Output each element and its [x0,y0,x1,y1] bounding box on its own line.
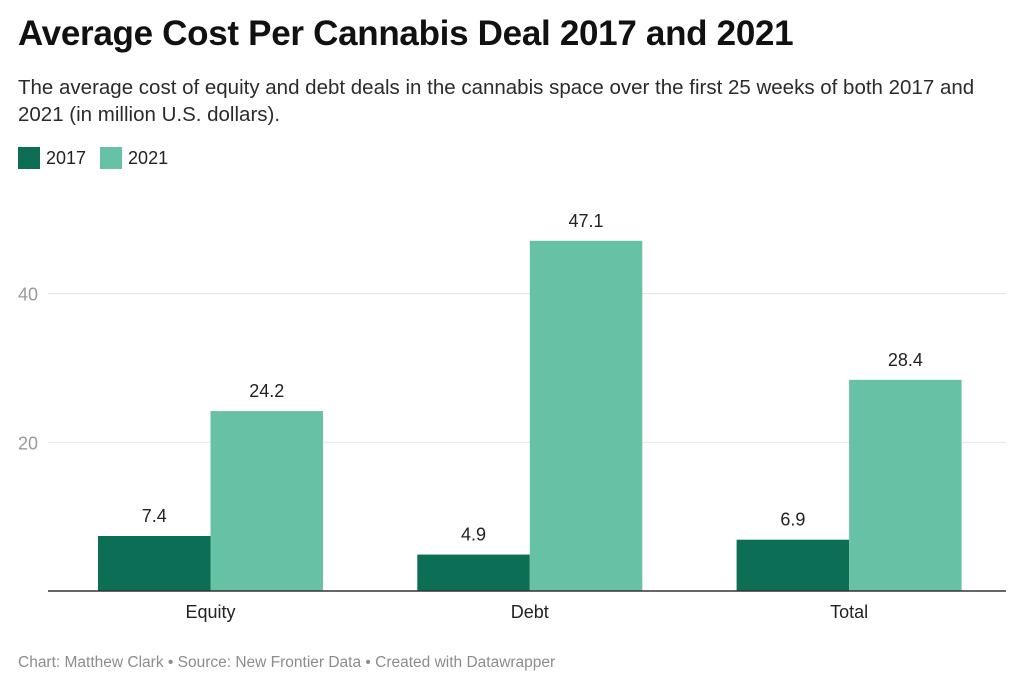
x-tick-label-total: Total [830,602,868,622]
legend: 2017 2021 [18,147,182,169]
y-tick-label-40: 40 [18,285,38,305]
legend-label-2017: 2017 [46,147,87,168]
y-tick-label-20: 20 [18,433,38,453]
data-label-equity-2017: 7.4 [142,506,167,526]
legend-item-2021: 2021 [100,147,168,169]
bar-total-2017 [736,539,850,591]
chart-footer: Chart: Matthew Clark • Source: New Front… [18,654,556,671]
chart-title: Average Cost Per Cannabis Deal 2017 and … [18,14,794,53]
bar-equity-2017 [98,535,211,591]
data-label-debt-2017: 4.9 [461,525,486,545]
legend-swatch-2017 [18,147,40,169]
legend-label-2021: 2021 [128,147,169,168]
bar-total-2021 [849,379,962,591]
data-label-total-2021: 28.4 [888,350,923,370]
legend-item-2017: 2017 [18,147,86,169]
legend-swatch-2021 [100,147,123,169]
chart-subtitle: The average cost of equity and debt deal… [18,76,975,126]
x-tick-label-equity: Equity [185,602,235,622]
bar-debt-2017 [417,554,530,591]
data-label-equity-2021: 24.2 [249,381,284,401]
bar-debt-2021 [529,240,643,591]
data-label-debt-2021: 47.1 [569,211,604,231]
bar-equity-2021 [210,411,323,591]
data-label-total-2017: 6.9 [780,510,805,530]
x-tick-label-debt: Debt [511,602,549,622]
